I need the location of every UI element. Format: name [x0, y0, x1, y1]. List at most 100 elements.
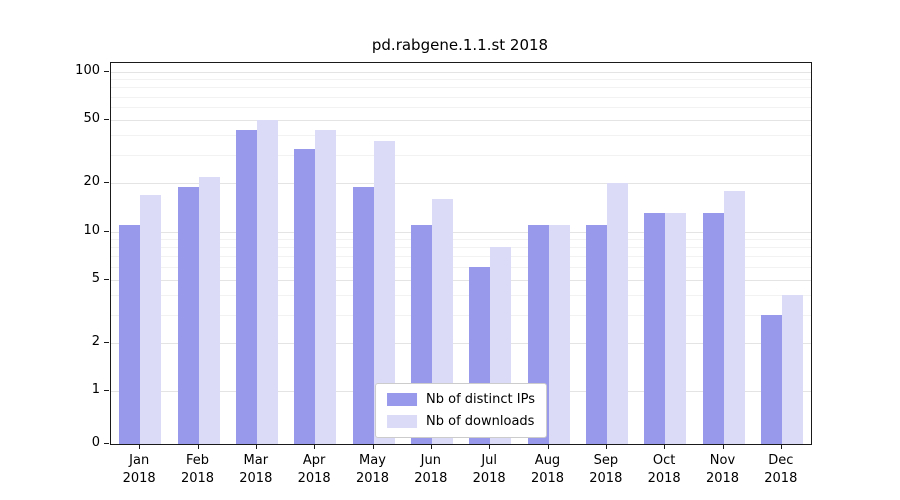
- gridline-minor: [111, 135, 811, 137]
- x-tick-year: 2018: [239, 471, 273, 486]
- legend-label-distinct-ips: Nb of distinct IPs: [426, 392, 535, 407]
- x-tick-month: Mar: [243, 453, 269, 468]
- y-tick-label: 50: [83, 111, 100, 126]
- bar-downloads-dec: [781, 294, 803, 444]
- x-tick-year: 2018: [180, 471, 215, 486]
- bar-distinct-ips-mar: [235, 130, 257, 444]
- bar-downloads-mar: [256, 120, 278, 444]
- y-tick-mark: [104, 443, 109, 444]
- x-tick-month: Feb: [185, 453, 209, 468]
- x-tick-label-oct: Oct 2018: [635, 452, 693, 488]
- x-tick-mark: [780, 444, 782, 449]
- bar-distinct-ips-oct: [644, 213, 666, 444]
- bar-downloads-nov: [723, 190, 745, 444]
- x-tick-month: Aug: [534, 453, 561, 468]
- x-tick-month: Jan: [129, 453, 150, 468]
- x-tick-mark: [430, 444, 432, 449]
- x-tick-mark: [722, 444, 724, 449]
- gridline-minor: [111, 155, 811, 157]
- x-tick-year: 2018: [764, 471, 798, 486]
- gridline: [111, 279, 811, 281]
- y-tick-label: 100: [75, 63, 100, 78]
- x-tick-label-dec: Dec 2018: [752, 452, 810, 488]
- y-tick-label: 2: [91, 333, 100, 349]
- y-tick-mark: [104, 119, 109, 120]
- y-tick-mark: [104, 341, 109, 343]
- bar-downloads-jun: [431, 198, 453, 444]
- y-tick-mark: [104, 71, 109, 72]
- bar-downloads-oct: [665, 213, 687, 444]
- legend: Nb of distinct IPs Nb of downloads: [375, 383, 547, 438]
- x-tick-month: Apr: [302, 453, 326, 468]
- gridline: [111, 342, 811, 344]
- y-tick-mark: [104, 390, 109, 391]
- y-tick-label: 5: [91, 270, 100, 286]
- gridline-minor: [111, 238, 811, 240]
- bar-downloads-jan: [140, 194, 162, 444]
- x-tick-month: Oct: [652, 453, 676, 468]
- x-tick-label-apr: Apr 2018: [285, 452, 343, 488]
- legend-item-distinct-ips: Nb of distinct IPs: [387, 392, 535, 407]
- x-tick-year: 2018: [472, 471, 506, 486]
- legend-swatch-downloads: [387, 415, 418, 428]
- plot-area: Nb of distinct IPs Nb of downloads: [110, 62, 812, 445]
- gridline-minor: [111, 294, 811, 296]
- bar-downloads-apr: [315, 130, 337, 444]
- bar-distinct-ips-dec: [760, 314, 782, 444]
- x-tick-mark: [255, 444, 257, 449]
- gridline-minor: [111, 79, 811, 81]
- x-tick-label-jul: Jul 2018: [460, 452, 518, 488]
- x-tick-mark: [372, 444, 374, 449]
- gridline-minor: [111, 266, 811, 268]
- gridline-minor: [111, 107, 811, 109]
- x-tick-label-sep: Sep 2018: [577, 452, 635, 488]
- x-tick-label-may: May 2018: [343, 452, 401, 488]
- x-tick-year: 2018: [122, 471, 156, 486]
- y-tick-label: 20: [83, 174, 100, 190]
- y-tick-label: 1: [91, 382, 100, 397]
- bar-distinct-ips-sep: [585, 224, 607, 444]
- gridline: [111, 120, 811, 121]
- bar-distinct-ips-may: [352, 187, 374, 444]
- x-tick-month: Sep: [593, 453, 619, 468]
- x-tick-label-jan: Jan 2018: [110, 452, 168, 488]
- x-tick-mark: [139, 444, 141, 449]
- x-tick-mark: [489, 444, 491, 449]
- gridline: [111, 183, 811, 185]
- gridline-minor: [111, 96, 811, 98]
- x-tick-label-mar: Mar 2018: [227, 452, 285, 488]
- x-tick-mark: [664, 444, 666, 449]
- x-tick-year: 2018: [589, 471, 623, 486]
- gridline-minor: [111, 246, 811, 248]
- x-tick-label-feb: Feb 2018: [168, 452, 226, 488]
- gridline: [111, 231, 811, 233]
- x-tick-label-nov: Nov 2018: [693, 452, 751, 488]
- x-tick-month: May: [359, 453, 386, 468]
- bar-distinct-ips-apr: [294, 148, 316, 444]
- x-tick-mark: [314, 444, 316, 449]
- y-tick-label: 0: [91, 435, 100, 450]
- x-tick-month: Jul: [481, 453, 497, 468]
- x-tick-month: Dec: [768, 453, 794, 468]
- bar-downloads-feb: [198, 176, 220, 444]
- bar-distinct-ips-nov: [702, 213, 724, 444]
- x-tick-month: Jun: [420, 453, 441, 468]
- legend-item-downloads: Nb of downloads: [387, 414, 535, 429]
- gridline: [111, 72, 811, 73]
- bar-downloads-may: [373, 140, 395, 444]
- x-tick-mark: [605, 444, 607, 449]
- bar-distinct-ips-jan: [119, 224, 141, 444]
- x-tick-year: 2018: [355, 471, 390, 486]
- x-tick-year: 2018: [705, 471, 740, 486]
- x-tick-month: Nov: [709, 453, 736, 468]
- gridline-minor: [111, 87, 811, 89]
- x-tick-label-jun: Jun 2018: [402, 452, 460, 488]
- gridline-minor: [111, 314, 811, 316]
- x-tick-year: 2018: [647, 471, 681, 486]
- x-tick-mark: [197, 444, 199, 449]
- x-tick-year: 2018: [414, 471, 448, 486]
- x-tick-year: 2018: [530, 471, 565, 486]
- x-tick-year: 2018: [297, 471, 331, 486]
- y-tick-mark: [104, 278, 109, 280]
